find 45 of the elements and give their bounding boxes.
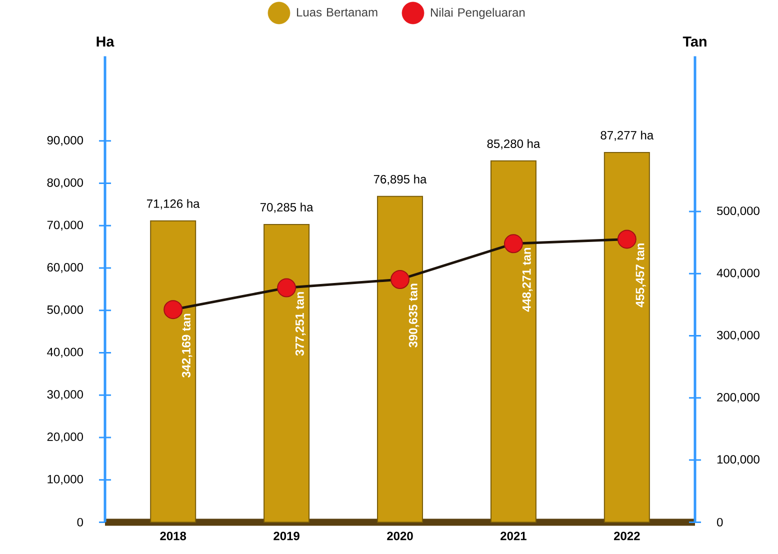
y-tick-label: 60,000: [47, 262, 84, 273]
y-tick-label: 70,000: [47, 220, 84, 231]
x-tick-label: 2021: [500, 532, 526, 540]
point: [617, 230, 636, 249]
point: [277, 278, 296, 298]
y2-tick-label: 200,000: [717, 392, 760, 403]
y-tick-label: 0: [77, 518, 84, 526]
data-label: 70,285 ha: [260, 202, 314, 213]
bar: [490, 160, 536, 523]
y2-axis-title: Tan: [682, 36, 706, 47]
y-tick-label: 90,000: [47, 136, 84, 146]
point: [390, 270, 410, 289]
bar: [264, 224, 310, 523]
point: [504, 234, 523, 254]
legend-label: Luas Bertanam: [296, 8, 378, 16]
data-label: 455,457 tan: [636, 243, 646, 308]
y-tick-label: 40,000: [47, 348, 84, 358]
y-tick-label: 30,000: [47, 390, 84, 400]
y-tick-label: 20,000: [47, 432, 84, 442]
y2-tick-label: 100,000: [717, 455, 760, 465]
data-label: 76,895 ha: [374, 174, 427, 185]
x-tick-label: 2018: [160, 532, 186, 540]
x-tick-label: 2020: [387, 532, 413, 540]
data-label: 85,280 ha: [487, 139, 540, 150]
data-label: 87,277 ha: [600, 130, 654, 141]
data-label: 377,251 tan: [295, 292, 306, 356]
y2-tick-label: 0: [717, 518, 723, 526]
bar: [377, 196, 424, 523]
y2-tick-label: 500,000: [717, 206, 760, 216]
x-tick-label: 2019: [274, 532, 300, 540]
y-axis-title: Ha: [96, 36, 114, 47]
data-label: 71,126 ha: [147, 199, 200, 210]
bar: [604, 152, 650, 523]
y2-tick-label: 300,000: [716, 330, 760, 341]
data-label: 342,169 tan: [182, 314, 192, 378]
legend-label: Nilai Pengeluaran: [430, 8, 525, 19]
y-tick-label: 80,000: [47, 178, 84, 188]
y-tick-label: 50,000: [47, 305, 84, 316]
data-label: 448,271 tan: [522, 248, 533, 312]
y-tick-label: 10,000: [48, 474, 84, 485]
x-tick-label: 2022: [614, 532, 640, 540]
data-label: 390,635 tan: [408, 284, 420, 348]
bar: [150, 220, 196, 523]
point: [164, 300, 183, 319]
y2-tick-label: 400,000: [716, 268, 760, 279]
